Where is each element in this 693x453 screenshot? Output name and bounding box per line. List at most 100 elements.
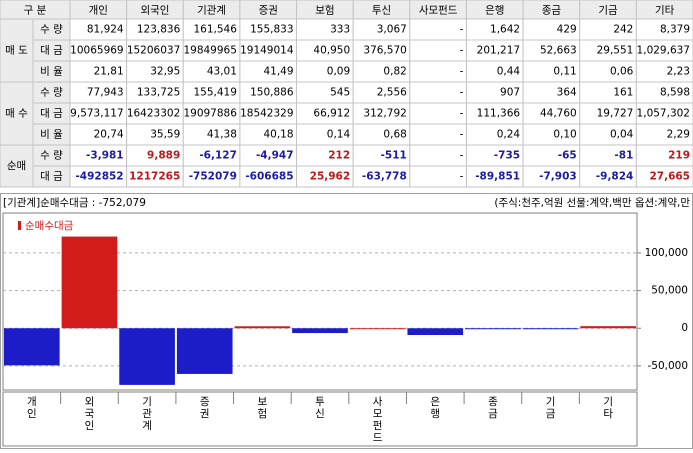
cell <box>409 144 467 167</box>
cell <box>409 102 467 125</box>
cell <box>409 18 467 41</box>
cell-value: 150,886 <box>250 87 294 99</box>
header-text: 개인 <box>89 5 108 17</box>
cell-value: 19,727 <box>597 108 634 120</box>
cell-value: 21,81 <box>94 66 124 78</box>
cell-value: -511 <box>381 150 407 162</box>
chart-subtitle: (주식:천주,억원 선물:계약,백만 옵션:계약,만 <box>494 197 690 209</box>
cell-value: -735 <box>494 150 520 162</box>
cell-value: 0,06 <box>610 66 634 78</box>
bar <box>4 328 60 366</box>
cell-value: -7,903 <box>539 171 577 183</box>
bar <box>119 328 175 385</box>
cell-value: 1,057,302 <box>637 108 690 120</box>
cell-value: 41,49 <box>263 66 293 78</box>
cell-value: -3,981 <box>86 150 124 162</box>
header-text: 기관계 <box>197 5 226 17</box>
bar <box>407 328 464 336</box>
row-label: 비 율 <box>40 129 63 141</box>
row-label: 수 량 <box>40 150 63 162</box>
cell-value: 333 <box>330 24 350 36</box>
bar <box>522 328 579 330</box>
header-text: 기타 <box>655 5 675 17</box>
cell-value: -4,947 <box>256 150 294 162</box>
cell <box>635 165 693 188</box>
cell-value: -752079 <box>189 171 237 183</box>
cell-value: -65 <box>558 150 577 162</box>
group-label: 매 도 <box>5 45 28 57</box>
cell-value: 201,217 <box>477 45 520 57</box>
cell-value: 111,366 <box>477 108 521 120</box>
chart-title: [기관계]순매수대금 : -752,079 <box>3 197 146 209</box>
cell-value: 219 <box>668 150 690 162</box>
cell-value: - <box>460 87 464 99</box>
group-label: 순매 <box>7 160 26 172</box>
cell-value: 2,29 <box>667 129 690 141</box>
y-tick-label: 50,000 <box>651 285 688 297</box>
cell-value: 312,792 <box>363 108 406 120</box>
cell-value: 0,04 <box>610 129 634 141</box>
header-text: 외국인 <box>140 5 169 17</box>
cell-value: -81 <box>614 150 633 162</box>
cell-value: 81,924 <box>87 24 124 36</box>
cell-value: - <box>460 129 464 141</box>
cell-value: 0,82 <box>383 66 406 78</box>
cell-value: 19149014 <box>240 45 294 57</box>
header-text: 은행 <box>485 5 504 17</box>
cell-value: 161 <box>613 87 633 99</box>
cell-value: - <box>460 171 464 183</box>
cell-value: 2,23 <box>667 66 690 78</box>
cell-value: 1,029,637 <box>637 45 690 57</box>
header-text: 증권 <box>259 5 278 17</box>
cell-value: 1217265 <box>129 171 180 183</box>
cell-value: 0,10 <box>553 129 576 141</box>
cell-value: 9,889 <box>147 150 180 162</box>
header-text: 투신 <box>372 5 391 17</box>
cell <box>409 165 467 188</box>
cell-value: 10065969 <box>70 45 123 57</box>
cell-value: 40,950 <box>313 45 350 57</box>
cell-value: -63,778 <box>362 171 407 183</box>
y-tick-label: -50,000 <box>647 360 688 372</box>
cell-value: 0,24 <box>497 129 521 141</box>
cell-value: 43,01 <box>207 66 237 78</box>
cell-value: 16423302 <box>127 108 180 120</box>
cell-value: -9,824 <box>596 171 634 183</box>
header-text: 기금 <box>598 5 618 17</box>
row-label: 비 율 <box>40 66 63 78</box>
cell-value: - <box>460 150 464 162</box>
row-label: 대 금 <box>40 45 63 57</box>
cell <box>409 39 467 62</box>
cell-value: 3,067 <box>377 24 407 36</box>
cell-value: - <box>460 24 464 36</box>
header-text: 종금 <box>542 5 562 17</box>
row-label: 수 량 <box>40 87 63 99</box>
y-tick-label: 0 <box>681 322 688 334</box>
row-label: 대 금 <box>40 171 63 183</box>
header-text: 사모펀드 <box>419 5 458 17</box>
cell-value: 32,95 <box>150 66 180 78</box>
cell-value: 155,833 <box>250 24 293 36</box>
cell-value: 364 <box>557 87 577 99</box>
cell <box>409 123 467 146</box>
cell-value: 18542329 <box>240 108 293 120</box>
cell-value: 123,836 <box>137 24 181 36</box>
header-text: 보험 <box>315 5 334 17</box>
bar <box>61 236 118 329</box>
cell-value: 52,663 <box>540 45 577 57</box>
bar <box>234 326 291 329</box>
cell-value: 8,598 <box>660 87 690 99</box>
cell <box>409 81 467 104</box>
cell-value: -89,851 <box>475 171 520 183</box>
cell-value: 1,642 <box>490 24 520 36</box>
bar <box>580 326 636 329</box>
